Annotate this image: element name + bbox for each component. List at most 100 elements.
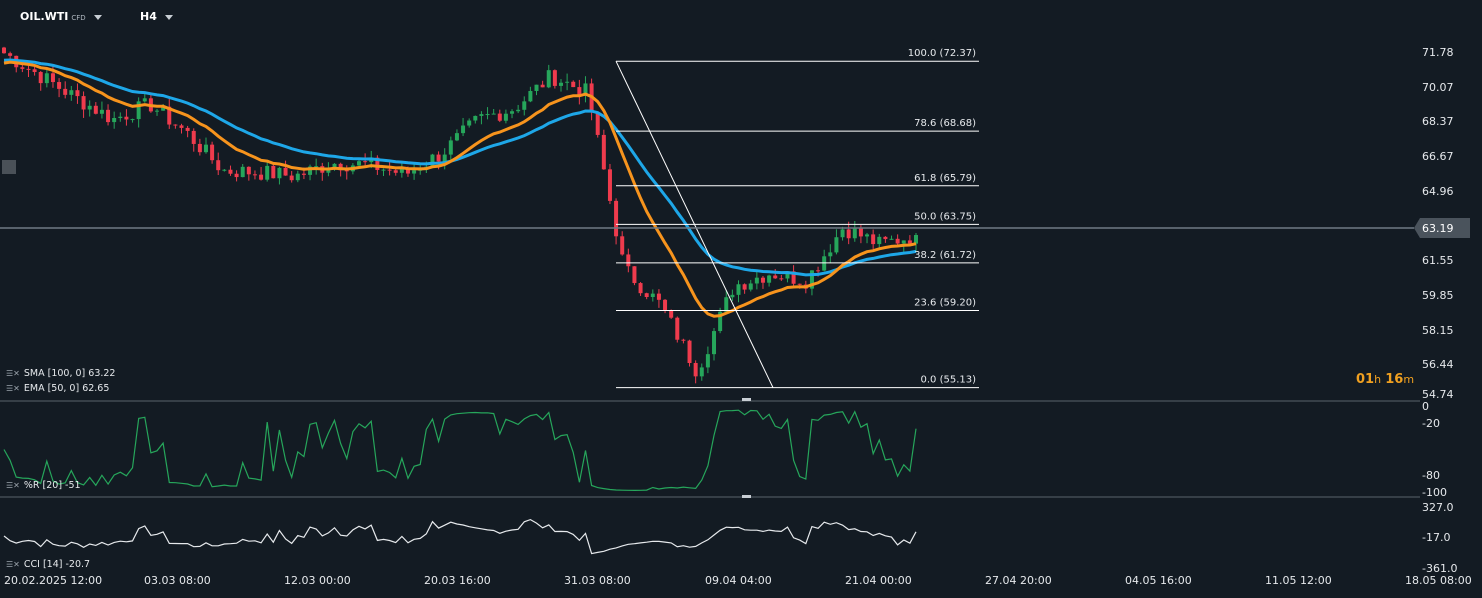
candle-body xyxy=(779,278,784,280)
candle-body xyxy=(375,157,380,170)
candle-body xyxy=(332,163,337,170)
cci-legend[interactable]: ☰✕ CCI [14] -20.7 xyxy=(6,559,90,570)
candle-body xyxy=(693,363,698,377)
time-tick-label: 04.05 16:00 xyxy=(1125,574,1192,587)
time-tick-label: 03.03 08:00 xyxy=(144,574,211,587)
candle-body xyxy=(663,299,668,311)
price-tick-label: 68.37 xyxy=(1422,115,1454,128)
settings-close-icon[interactable]: ☰✕ xyxy=(6,560,20,569)
sma-line xyxy=(3,58,917,277)
candle-body xyxy=(705,354,710,368)
candle-body xyxy=(93,105,98,114)
wr-legend[interactable]: ☰✕ %R [20] -51 xyxy=(6,480,81,491)
candle-body xyxy=(32,69,37,73)
candle-body xyxy=(656,293,661,300)
candle-body xyxy=(760,277,765,283)
candle-body xyxy=(858,228,863,237)
fib-level-label: 78.6 (68.68) xyxy=(914,118,976,129)
candle-body xyxy=(430,154,435,167)
candle-body xyxy=(467,120,472,126)
fib-level-label: 38.2 (61.72) xyxy=(914,250,976,261)
timeframe-selector[interactable]: H4 xyxy=(140,10,173,23)
candle-body xyxy=(865,234,870,237)
candle-body xyxy=(558,82,563,86)
symbol-selector[interactable]: OIL.WTI CFD xyxy=(20,10,102,23)
fib-level-label: 61.8 (65.79) xyxy=(914,173,976,184)
sma-legend[interactable]: ☰✕ SMA [100, 0] 63.22 xyxy=(6,368,115,379)
settings-close-icon[interactable]: ☰✕ xyxy=(6,384,20,393)
candle-body xyxy=(277,167,282,179)
candle-body xyxy=(736,284,741,295)
axes-layer: 71.78 70.07 68.37 66.67 64.96 61.55 59.85 58.15… xyxy=(0,46,1472,587)
wr-tick-label: -80 xyxy=(1422,469,1440,482)
cci-tick-label: -361.0 xyxy=(1422,562,1457,575)
candle-body xyxy=(791,271,796,284)
candle-body xyxy=(57,82,62,89)
time-tick-label: 09.04 04:00 xyxy=(705,574,772,587)
candle-body xyxy=(393,170,398,173)
candle-body xyxy=(295,173,300,181)
candle-body xyxy=(87,105,92,110)
candle-body xyxy=(155,110,160,112)
candle-body xyxy=(687,340,692,364)
wr-tick-label: 0 xyxy=(1422,400,1429,413)
candle-body xyxy=(222,169,227,171)
timeframe-label: H4 xyxy=(140,10,157,23)
candle-body xyxy=(203,144,208,153)
sma-legend-text: SMA [100, 0] 63.22 xyxy=(23,368,116,379)
candle-body xyxy=(534,84,539,91)
candle-body xyxy=(136,101,141,120)
candle-body xyxy=(901,240,906,244)
candle-body xyxy=(620,236,625,255)
candle-body xyxy=(907,240,912,244)
candle-body xyxy=(840,229,845,238)
time-tick-label: 27.04 20:00 xyxy=(985,574,1052,587)
candle-body xyxy=(699,367,704,377)
candle-body xyxy=(871,234,876,245)
candle-body xyxy=(809,270,814,289)
wr-tick-label: -100 xyxy=(1422,486,1447,499)
candle-body xyxy=(828,252,833,257)
candle-body xyxy=(742,284,747,290)
candle-body xyxy=(516,109,521,112)
candle-body xyxy=(308,166,313,175)
symbol-tag: CFD xyxy=(71,14,86,22)
candle-body xyxy=(595,112,600,135)
cci-line xyxy=(3,518,917,555)
candle-body xyxy=(914,235,918,244)
candle-body xyxy=(75,90,80,97)
candle-body xyxy=(314,166,319,168)
cci-tick-label: -17.0 xyxy=(1422,531,1450,544)
ema-legend[interactable]: ☰✕ EMA [50, 0] 62.65 xyxy=(6,383,109,394)
candle-body xyxy=(473,115,478,121)
wr-tick-label: -20 xyxy=(1422,417,1440,430)
settings-close-icon[interactable]: ☰✕ xyxy=(6,369,20,378)
candle-body xyxy=(895,238,900,244)
candle-body xyxy=(38,72,43,84)
fib-level-label: 23.6 (59.20) xyxy=(914,298,976,309)
timer-hours-unit: h xyxy=(1374,373,1382,386)
candle-body xyxy=(326,169,331,173)
candle-body xyxy=(357,161,362,166)
candle-body xyxy=(442,154,447,162)
candle-body xyxy=(497,113,502,121)
candle-body xyxy=(26,68,31,70)
settings-close-icon[interactable]: ☰✕ xyxy=(6,481,20,490)
candle-body xyxy=(197,143,202,153)
candle-body xyxy=(607,169,612,201)
time-tick-label: 20.03 16:00 xyxy=(424,574,491,587)
panel-toggle-button[interactable] xyxy=(2,160,16,174)
resize-handle xyxy=(742,495,751,498)
time-tick-label: 12.03 00:00 xyxy=(284,574,351,587)
price-tick-label: 56.44 xyxy=(1422,358,1454,371)
candle-body xyxy=(124,116,129,120)
candle-body xyxy=(50,73,55,83)
candle-body xyxy=(822,256,827,271)
candle-body xyxy=(846,229,851,239)
candle-body xyxy=(748,283,753,290)
fib-level-label: 0.0 (55.13) xyxy=(920,375,976,386)
candle-body xyxy=(510,111,515,114)
price-tick-label: 59.85 xyxy=(1422,289,1454,302)
candle-body xyxy=(8,53,13,56)
